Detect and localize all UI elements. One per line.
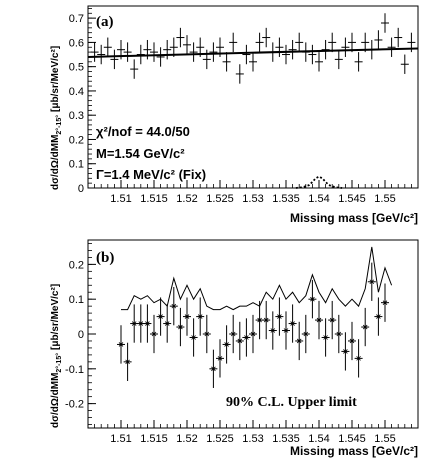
panel-b-data-marker: [343, 349, 348, 354]
panel-b-data-marker: [158, 314, 163, 319]
panel-b-xtick-label: 1.55: [374, 433, 395, 445]
panel-b-data-marker: [138, 321, 144, 326]
panel-b-xtick-label: 1.515: [140, 433, 168, 445]
panel-a-xtick-label: 1.545: [338, 193, 366, 205]
panel-b-data-marker: [329, 317, 335, 323]
panel-b-xtick-label: 1.52: [176, 433, 197, 445]
panel-b-data-marker: [270, 328, 276, 333]
panel-b: 1.51 1.515 1.52 1.525 1.53 1.535 1.54 1.545 1.55…: [50, 239, 419, 458]
panel-b-data-marker: [336, 331, 342, 337]
panel-b-data-marker: [244, 335, 249, 340]
panel-a-label: (a): [96, 14, 114, 30]
panel-a-ytick-label: 0.2: [69, 134, 84, 146]
panel-b-xtick-label: 1.525: [206, 433, 234, 445]
panel-b-data-marker: [125, 359, 130, 365]
panel-a-xtick-label: 1.52: [176, 193, 197, 205]
panel-b-data-marker: [151, 331, 157, 337]
panel-b-data-marker: [230, 331, 236, 337]
panel-a-ytick-label: 0: [78, 183, 84, 195]
panel-b-data-marker: [316, 317, 322, 323]
panel-a: 1.51 1.515 1.52 1.525 1.53 1.535 1.54 1.545 1.55…: [50, 5, 419, 225]
panel-b-data-marker: [204, 331, 210, 337]
panel-a-xtick-label: 1.525: [206, 193, 234, 205]
panel-b-data-marker: [178, 324, 183, 330]
panel-a-xtick-label: 1.53: [242, 193, 263, 205]
panel-b-data-marker: [217, 356, 223, 361]
panel-b-data-marker: [323, 335, 328, 340]
panel-b-data-marker: [303, 331, 309, 337]
panel-b-data-marker: [290, 321, 295, 326]
panel-b-data-marker: [184, 314, 190, 319]
panel-b-data-marker: [237, 338, 243, 344]
panel-a-ytick-label: 0.1: [69, 159, 84, 171]
panel-b-label: (b): [96, 250, 114, 266]
panel-b-data-marker: [277, 314, 282, 319]
panel-b-xtick-label: 1.51: [110, 433, 131, 445]
panel-a-ylabel: dσ/dΩ/dMM2°-15°[μb/sr/MeV/c²]: [50, 46, 63, 190]
panel-a-ytick-label: 0.7: [69, 13, 84, 25]
panel-a-chi2-annotation: χ²/nof = 44.0/50: [96, 124, 190, 139]
panel-a-xtick-label: 1.51: [110, 193, 131, 205]
panel-b-xlabel: Missing mass [GeV/c²]: [290, 444, 418, 458]
panel-b-data-marker: [296, 338, 302, 344]
panel-b-xtick-label: 1.545: [338, 433, 366, 445]
panel-b-xtick-label: 1.53: [242, 433, 263, 445]
panel-b-upper-limit-annotation: 90% C.L. Upper limit: [226, 395, 357, 410]
panel-a-ytick-label: 0.6: [69, 37, 84, 49]
panel-b-data-marker: [250, 331, 256, 337]
panel-a-ytick-label: 0.4: [69, 86, 84, 98]
panel-a-fit-line: [87, 47, 419, 58]
panel-b-ytick-label: -0.2: [65, 399, 84, 411]
panel-b-ylabel: dσ/dΩ/dMM2°-15°[μb/sr/MeV/c²]: [50, 284, 63, 428]
panel-b-data-marker: [263, 317, 269, 323]
panel-b-data-marker: [118, 342, 124, 347]
panel-b-data-marker: [191, 335, 196, 340]
panel-b-ytick-label: 0.1: [69, 294, 84, 306]
panel-b-upper-limit-line: [121, 246, 393, 311]
panel-b-ytick-label: 0.2: [69, 259, 84, 271]
panel-b-data-marker: [257, 317, 262, 323]
panel-a-xtick-label: 1.515: [140, 193, 168, 205]
panel-a-xtick-label: 1.54: [308, 193, 329, 205]
panel-b-data-marker: [211, 366, 216, 372]
panel-a-xtick-label: 1.535: [272, 193, 300, 205]
panel-b-data-marker: [145, 321, 150, 326]
panel-b-ytick-label: 0: [78, 329, 84, 341]
panel-a-width-annotation: Γ=1.4 MeV/c² (Fix): [96, 167, 206, 182]
panel-b-data-marker: [369, 279, 375, 285]
panel-a-ytick-label: 0.3: [69, 110, 84, 122]
panel-b-data-marker: [376, 314, 381, 319]
panel-b-data-marker: [310, 296, 315, 302]
panel-b-data-marker: [283, 328, 289, 333]
panel-b-data-marker: [382, 300, 388, 305]
panel-a-ytick-label: 0.5: [69, 62, 84, 74]
panel-b-data-marker: [131, 321, 137, 326]
panel-b-data-marker: [224, 342, 229, 347]
panel-b-data-marker: [349, 338, 355, 344]
panel-b-data-marker: [362, 324, 368, 330]
panel-b-data-marker: [171, 303, 177, 309]
panel-b-data-marker: [164, 321, 170, 326]
panel-b-data-marker: [197, 314, 203, 319]
panel-b-ytick-label: -0.1: [65, 364, 84, 376]
panel-b-xtick-label: 1.54: [308, 433, 329, 445]
panel-a-xlabel: Missing mass [GeV/c²]: [290, 211, 418, 225]
panel-b-xtick-label: 1.535: [272, 433, 300, 445]
panel-a-mass-annotation: M=1.54 GeV/c²: [96, 146, 185, 161]
panel-a-xtick-label: 1.55: [374, 193, 395, 205]
panel-b-data-marker: [356, 356, 361, 361]
